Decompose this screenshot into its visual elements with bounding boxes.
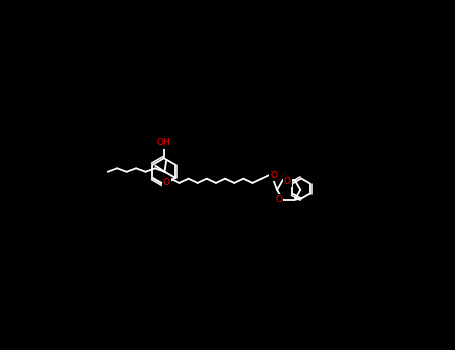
Text: O: O <box>270 170 277 180</box>
Text: O: O <box>283 177 291 186</box>
Text: O: O <box>275 195 282 204</box>
Text: O: O <box>163 178 170 187</box>
Text: OH: OH <box>157 139 171 147</box>
